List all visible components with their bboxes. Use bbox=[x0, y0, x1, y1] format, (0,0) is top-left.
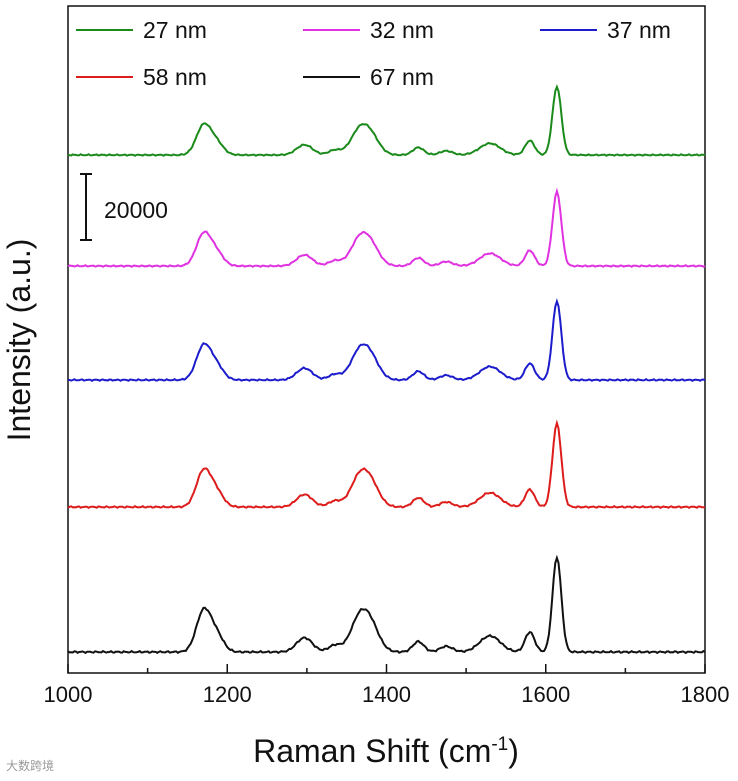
plot-frame bbox=[67, 5, 706, 674]
x-tick-label: 1200 bbox=[203, 682, 252, 707]
x-axis-title: Raman Shift (cm-1) bbox=[253, 733, 519, 769]
series-line-67-nm bbox=[67, 554, 706, 655]
series-line-32-nm bbox=[67, 187, 706, 268]
y-axis-title: Intensity (a.u.) bbox=[1, 239, 37, 442]
x-tick-label: 1000 bbox=[44, 682, 93, 707]
spectra-group bbox=[67, 84, 706, 655]
scale-bar-label: 20000 bbox=[104, 197, 168, 223]
x-tick-label: 1600 bbox=[521, 682, 570, 707]
series-line-37-nm bbox=[67, 298, 706, 382]
x-tick-label: 1400 bbox=[362, 682, 411, 707]
series-line-27-nm bbox=[67, 84, 706, 157]
watermark-text: 大数跨境 bbox=[6, 759, 55, 773]
series-line-58-nm bbox=[67, 419, 706, 509]
legend-label: 37 nm bbox=[607, 17, 671, 43]
legend-label: 27 nm bbox=[143, 17, 207, 43]
x-axis-ticks: 1000 1200 1400 1600 1800 bbox=[44, 664, 730, 707]
legend-label: 32 nm bbox=[370, 17, 434, 43]
x-tick-label: 1800 bbox=[681, 682, 730, 707]
scale-bar: 20000 bbox=[80, 173, 168, 241]
legend-label: 58 nm bbox=[143, 64, 207, 90]
legend: 27 nm 32 nm 37 nm 58 nm 67 nm bbox=[76, 17, 671, 90]
legend-label: 67 nm bbox=[370, 64, 434, 90]
